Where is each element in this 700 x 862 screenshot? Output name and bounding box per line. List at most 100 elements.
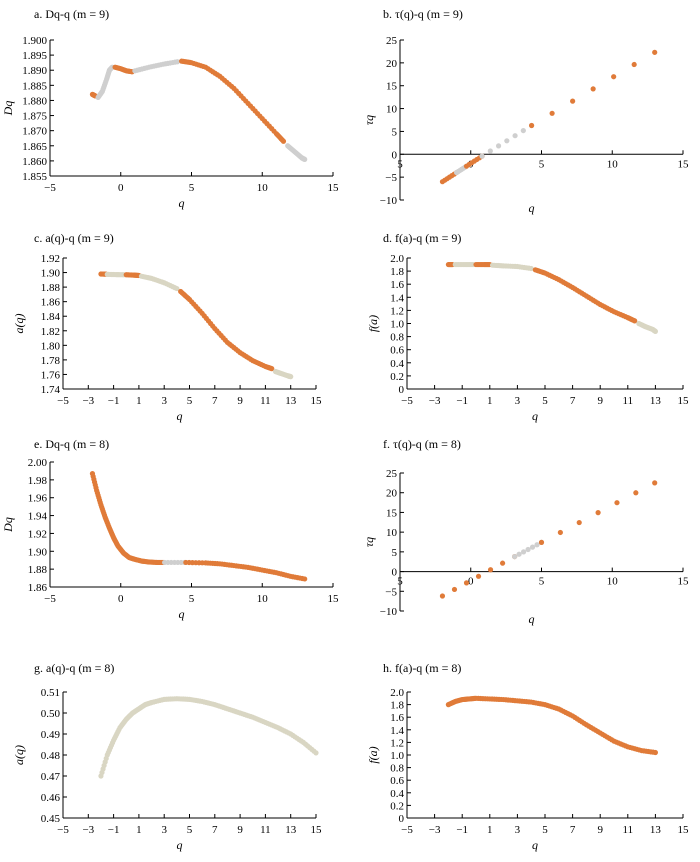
data-point [538, 539, 545, 545]
data-point [525, 546, 531, 553]
data-series [112, 64, 135, 75]
data-point [520, 127, 526, 134]
data-point [576, 519, 582, 526]
data-point [611, 74, 617, 80]
y-axis-label: Dq [1, 517, 15, 533]
y-tick-label: 1.78 [41, 355, 61, 367]
panel-title: c. a(q)-q (m = 9) [34, 231, 114, 245]
y-tick-label: 0.2 [390, 371, 404, 383]
y-tick-label: 1.0 [390, 319, 404, 331]
x-tick-label: −1 [108, 395, 120, 407]
x-tick-label: −3 [82, 395, 94, 407]
data-series [538, 480, 658, 545]
data-point [549, 110, 555, 116]
x-tick-label: −3 [429, 824, 441, 836]
panel-title: h. f(a)-q (m = 8) [383, 661, 461, 675]
x-tick-label: 5 [187, 824, 193, 836]
panel-title: d. f(a)-q (m = 9) [383, 231, 461, 245]
x-tick-label: 0 [118, 182, 124, 194]
data-point [590, 86, 596, 92]
y-tick-label: 5 [392, 126, 398, 138]
chart-panel-b: b. τ(q)-q (m = 9)−10−505101520255051015q… [362, 7, 689, 215]
x-tick-label: 9 [597, 395, 603, 407]
y-tick-label: 1.2 [390, 737, 404, 749]
x-axis-label: q [177, 409, 183, 423]
chart-panel-c: c. a(q)-q (m = 9) 1.74 1.76 1.78 1.80 1.82 1.8… [12, 231, 322, 423]
x-tick-label: −5 [44, 593, 56, 605]
x-tick-label: 15 [678, 576, 690, 588]
x-tick-label: 15 [311, 824, 323, 836]
x-tick-label: −1 [456, 395, 468, 407]
data-point [512, 133, 518, 139]
x-tick-label: 10 [607, 158, 619, 170]
y-axis-label: a(q) [12, 745, 26, 765]
panel-title: g. a(q)-q (m = 8) [34, 661, 114, 675]
x-tick-label: −3 [82, 824, 94, 836]
data-point [504, 138, 510, 144]
data-series [98, 696, 319, 779]
x-tick-label: 13 [650, 824, 662, 836]
y-tick-label: 1.96 [28, 493, 48, 505]
y-tick-label: 0.50 [41, 708, 61, 720]
y-tick-label: −5 [385, 172, 397, 184]
data-point [595, 510, 601, 516]
y-tick-label: 1.0 [390, 750, 404, 762]
y-tick-label: 1.900 [22, 35, 47, 47]
data-point [529, 544, 536, 550]
x-tick-label: 10 [607, 576, 619, 588]
y-tick-label: 1.4 [390, 292, 404, 304]
data-point [528, 265, 534, 272]
x-tick-label: 13 [285, 395, 297, 407]
x-tick-label: −5 [401, 824, 413, 836]
y-tick-label: 1.88 [41, 282, 61, 294]
x-tick-label: 5 [187, 395, 193, 407]
x-axis-label: q [177, 838, 183, 852]
y-axis-label: τq [362, 115, 376, 125]
x-tick-label: −5 [57, 395, 69, 407]
y-tick-label: 0 [399, 384, 405, 396]
y-tick-label: 1.98 [28, 475, 48, 487]
y-tick-label: 0.4 [390, 788, 404, 800]
x-tick-label: 11 [260, 824, 271, 836]
x-tick-label: 15 [678, 158, 690, 170]
data-series [178, 288, 275, 372]
x-tick-label: 5 [542, 824, 548, 836]
x-axis-label: q [532, 409, 538, 423]
data-point [439, 593, 446, 599]
chart-panel-a: a. Dq-q (m = 9) 1.855 1.860 1.865 1.870 1.875… [1, 7, 339, 210]
x-tick-label: −5 [44, 182, 56, 194]
data-point [534, 542, 540, 548]
y-tick-label: 1.90 [41, 268, 61, 280]
data-point [487, 567, 494, 573]
data-point [512, 553, 518, 560]
x-tick-label: 9 [237, 395, 243, 407]
y-tick-label: 25 [386, 35, 398, 47]
y-axis-label: f(a) [366, 315, 380, 332]
data-point [557, 529, 563, 536]
y-tick-label: 10 [386, 104, 398, 116]
data-point [302, 156, 308, 162]
y-tick-label: 1.84 [41, 311, 61, 323]
data-point [479, 153, 485, 159]
data-series [89, 471, 166, 566]
x-tick-label: 7 [212, 824, 218, 836]
x-tick-label: 3 [515, 395, 521, 407]
data-point [570, 98, 576, 104]
x-tick-label: 5 [542, 395, 548, 407]
data-point [516, 551, 522, 557]
data-point [463, 580, 470, 586]
y-tick-label: 15 [386, 507, 398, 519]
data-series [636, 320, 659, 334]
data-point [313, 750, 319, 756]
y-tick-label: 1.8 [390, 700, 404, 712]
data-point [652, 49, 658, 55]
x-tick-label: −1 [108, 824, 120, 836]
data-point [652, 749, 659, 756]
y-tick-label: 1.860 [22, 156, 47, 168]
data-series [439, 553, 518, 599]
y-tick-label: 1.92 [28, 528, 47, 540]
y-tick-label: 2.0 [390, 687, 404, 699]
y-tick-label: 20 [386, 488, 398, 500]
y-tick-label: 1.855 [22, 171, 47, 183]
panel-title: f. τ(q)-q (m = 8) [383, 437, 461, 451]
